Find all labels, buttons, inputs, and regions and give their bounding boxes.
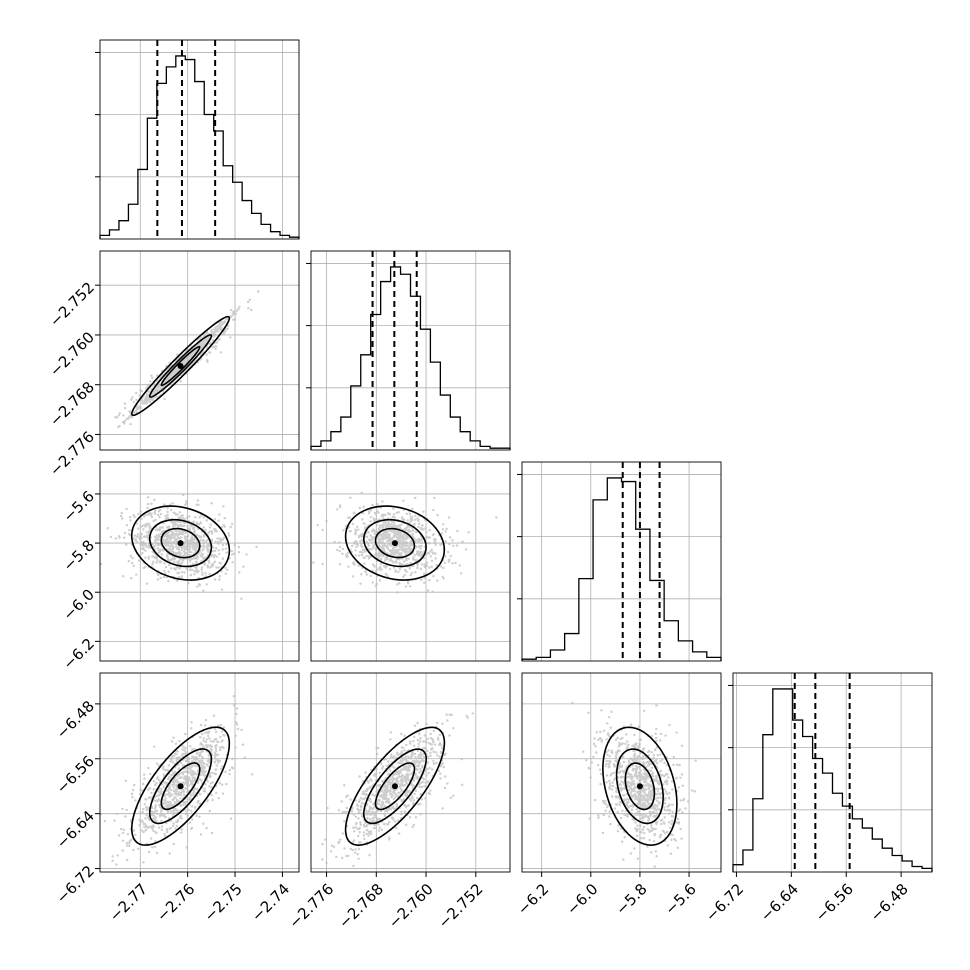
y-tick-label: −2.760 [46, 328, 98, 380]
contour-level-2 [160, 527, 201, 559]
density-peak [177, 783, 184, 790]
contour-level-1 [148, 518, 213, 568]
x-tick-label: −6.0 [563, 880, 601, 918]
contour-level-1 [363, 518, 427, 568]
scatter-panel-3-1 [310, 672, 511, 873]
sample-points [312, 491, 498, 594]
y-tick-label: −6.48 [53, 697, 98, 742]
scatter-panel-2-1 [310, 461, 511, 662]
panel-content [312, 491, 498, 594]
contour-level-1 [363, 748, 427, 825]
axes-frame [99, 672, 300, 873]
density-peak [177, 540, 184, 547]
scatter-panel-2-0 [99, 461, 300, 662]
axes-frame [99, 250, 300, 451]
y-tick-label: −2.776 [46, 428, 98, 480]
contour-level-0 [344, 505, 446, 581]
contour-level-2 [374, 762, 416, 811]
scatter-panel-1-0 [99, 250, 300, 451]
density-peak [391, 783, 398, 790]
x-tick-label: −2.77 [106, 880, 151, 925]
contour-level-0 [130, 726, 231, 846]
axes-frame [310, 250, 511, 451]
scatter-panel-3-2 [521, 672, 722, 873]
panel-content [321, 712, 474, 868]
sample-points [100, 695, 254, 866]
y-tick-label: −5.6 [60, 487, 98, 525]
y-tick-label: −2.768 [46, 378, 98, 430]
hist-panel-0 [95, 39, 300, 240]
axes-frame [521, 672, 722, 873]
y-tick-label: −6.64 [53, 807, 98, 852]
contour-level-2 [160, 345, 201, 387]
y-tick-label: −6.0 [60, 585, 98, 623]
histogram-1 [310, 266, 511, 450]
axes-frame [310, 461, 511, 662]
contour-level-1 [148, 748, 213, 825]
histogram-2 [521, 477, 722, 661]
x-tick-label: −6.72 [702, 880, 747, 925]
y-tick-label: −6.56 [53, 752, 98, 797]
x-tick-label: −2.760 [385, 880, 437, 932]
contour-level-0 [344, 726, 446, 846]
sample-points [321, 712, 474, 868]
scatter-panel-3-0 [99, 672, 300, 873]
contour-level-2 [624, 762, 656, 811]
axes-frame [99, 461, 300, 662]
y-tick-label: −5.8 [60, 536, 98, 574]
hist-panel-1 [306, 250, 511, 451]
hist-panel-2 [517, 461, 722, 662]
histogram-3 [732, 688, 933, 872]
hist-panel-3 [728, 672, 933, 873]
x-tick-label: −6.2 [514, 880, 552, 918]
contour-level-1 [615, 748, 664, 825]
panel-content [100, 493, 258, 600]
y-tick-label: −6.2 [60, 635, 98, 673]
contour-level-1 [148, 334, 213, 398]
axes-frame [310, 672, 511, 873]
density-peak [177, 363, 184, 370]
panel-content [114, 290, 260, 429]
contour-level-2 [374, 527, 416, 559]
sample-points [100, 493, 258, 600]
contour-level-0 [602, 726, 678, 846]
density-peak [391, 540, 398, 547]
contour-level-0 [130, 505, 231, 581]
y-tick-label: −2.752 [46, 278, 98, 330]
x-tick-label: −5.8 [612, 880, 650, 918]
x-tick-label: −6.64 [757, 880, 802, 925]
x-tick-label: −2.75 [201, 880, 246, 925]
x-tick-label: −6.48 [867, 880, 912, 925]
x-tick-label: −2.768 [335, 880, 387, 932]
panel-content [571, 701, 697, 872]
x-tick-label: −2.752 [435, 880, 487, 932]
axes-frame [732, 672, 933, 873]
sample-points [114, 290, 260, 429]
x-tick-label: −2.76 [153, 880, 198, 925]
y-tick-label: −6.72 [53, 862, 98, 907]
x-tick-label: −2.776 [285, 880, 337, 932]
axes-frame [521, 461, 722, 662]
x-tick-label: −6.56 [812, 880, 857, 925]
density-peak [636, 783, 643, 790]
contour-level-0 [130, 315, 231, 417]
contour-level-2 [160, 762, 201, 811]
x-tick-label: −5.6 [661, 880, 699, 918]
histogram-0 [99, 55, 300, 239]
axes-frame [99, 39, 300, 240]
panel-content [100, 695, 254, 866]
